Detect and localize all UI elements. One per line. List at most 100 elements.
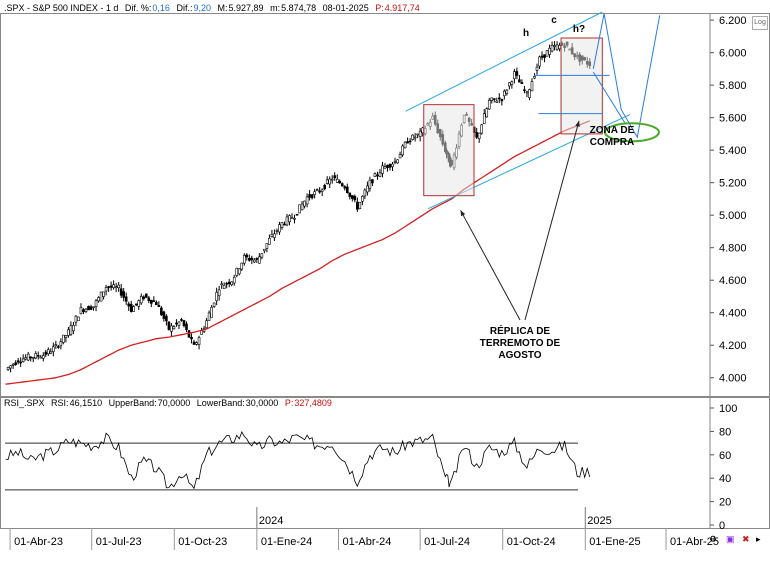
price-candle-body <box>555 44 559 51</box>
price-candle-body <box>373 173 377 177</box>
price-candle-body <box>416 133 419 136</box>
moving-average-line <box>5 120 591 385</box>
price-candle-body <box>477 132 481 139</box>
date-value: 08-01-2025 <box>322 3 369 13</box>
price-candle-body <box>386 164 389 168</box>
price-candle-body <box>94 300 98 307</box>
price-candle-body <box>59 341 63 347</box>
price-candle-body <box>393 161 397 163</box>
price-candle-body <box>11 364 15 366</box>
price-candle-body <box>44 351 48 355</box>
price-y-tick-label: 6.200 <box>719 15 747 27</box>
price-candle-body <box>285 216 289 226</box>
price-candle-body <box>518 79 521 83</box>
price-candle-body <box>74 315 78 323</box>
price-candle-body <box>39 356 43 359</box>
m-value: 5.927,89 <box>228 3 264 13</box>
price-candle-body <box>134 303 138 306</box>
replica-arrow-left-head <box>460 210 466 217</box>
price-candle-body <box>391 163 394 167</box>
price-candle-body <box>366 185 369 193</box>
price-candle-body <box>52 346 55 352</box>
price-candle-body <box>333 175 337 179</box>
price-candle-body <box>305 196 309 205</box>
price-candle-body <box>298 204 301 214</box>
x-tick-label: 01-Abr-23 <box>14 536 63 548</box>
price-candle-body <box>124 296 128 302</box>
price-candle-body <box>401 145 404 156</box>
price-candle-body <box>510 81 514 85</box>
settings-icon[interactable]: ⚙ <box>709 534 718 544</box>
price-candle-body <box>371 179 374 184</box>
price-candle-body <box>482 113 486 125</box>
price-candle-body <box>263 248 266 252</box>
upper-band-value: 70,0000 <box>157 398 191 408</box>
price-candle-body <box>6 366 10 370</box>
rsi-y-tick-label: 40 <box>719 473 731 485</box>
m2-value: 5.874,78 <box>281 3 317 13</box>
price-candle-body <box>348 192 352 197</box>
price-candle-body <box>19 361 22 364</box>
price-candle-body <box>144 293 148 298</box>
channel-upper-line <box>405 11 603 112</box>
price-candle-body <box>99 291 103 302</box>
price-candle-body <box>381 165 384 174</box>
price-candle-body <box>368 179 372 189</box>
price-candle-body <box>248 258 251 261</box>
price-candle-body <box>353 196 357 201</box>
price-candle-body <box>84 308 88 312</box>
price-candle-body <box>21 358 25 362</box>
dif-pct-value: 0,16 <box>152 3 170 13</box>
price-candle-body <box>255 257 259 260</box>
price-candle-body <box>137 300 141 307</box>
price-candle-body <box>280 222 284 228</box>
rsi-value: 46,1510 <box>69 398 103 408</box>
price-y-tick-label: 4.600 <box>719 275 747 287</box>
price-candle-body <box>268 237 271 245</box>
x-tick-label: 01-Oct-23 <box>178 536 227 548</box>
replica-arrow-left <box>460 210 521 321</box>
x-tick-label: 01-Abr-24 <box>343 536 392 548</box>
price-candle-body <box>418 130 422 137</box>
price-candle-body <box>34 353 38 359</box>
x-tick-label: 01-Ene-24 <box>261 536 312 548</box>
window-icon[interactable]: ▣ <box>726 534 735 544</box>
price-candle-body <box>528 89 531 98</box>
price-candle-body <box>29 356 33 359</box>
price-candle-body <box>232 276 236 284</box>
price-candle-body <box>150 299 153 304</box>
rsi-p-value: 327,4809 <box>294 398 332 408</box>
log-scale-button[interactable]: Log <box>752 16 768 30</box>
price-candle-body <box>345 186 349 194</box>
close-icon[interactable]: ✖ <box>742 534 750 544</box>
price-candle-body <box>177 321 181 326</box>
price-candle-body <box>16 360 20 363</box>
price-candle-body <box>155 301 158 306</box>
price-candle-body <box>408 140 412 143</box>
price-candle-body <box>545 50 549 57</box>
play-icon[interactable]: ▸ <box>756 534 761 544</box>
rsi-line <box>5 431 591 490</box>
price-candle-body <box>167 321 171 330</box>
price-candle-body <box>215 292 218 302</box>
price-candle-body <box>343 186 347 189</box>
price-candle-body <box>217 289 221 297</box>
price-candle-body <box>533 76 536 79</box>
rsi-y-tick-label: 60 <box>719 450 731 462</box>
price-y-tick-label: 6.000 <box>719 48 747 60</box>
price-candle-body <box>195 342 198 345</box>
price-candle-body <box>396 159 399 164</box>
price-candle-body <box>403 141 407 149</box>
projection-path <box>592 13 661 139</box>
rsi-pane-frame <box>0 397 770 529</box>
price-candle-body <box>358 201 362 210</box>
price-candle-body <box>47 349 50 355</box>
price-candle-body <box>413 136 417 139</box>
price-candle-body <box>41 355 45 359</box>
price-y-tick-label: 5.200 <box>719 178 747 190</box>
price-candle-body <box>185 323 188 330</box>
price-candle-body <box>114 286 118 289</box>
price-candle-body <box>520 82 524 84</box>
price-candle-body <box>490 97 494 101</box>
